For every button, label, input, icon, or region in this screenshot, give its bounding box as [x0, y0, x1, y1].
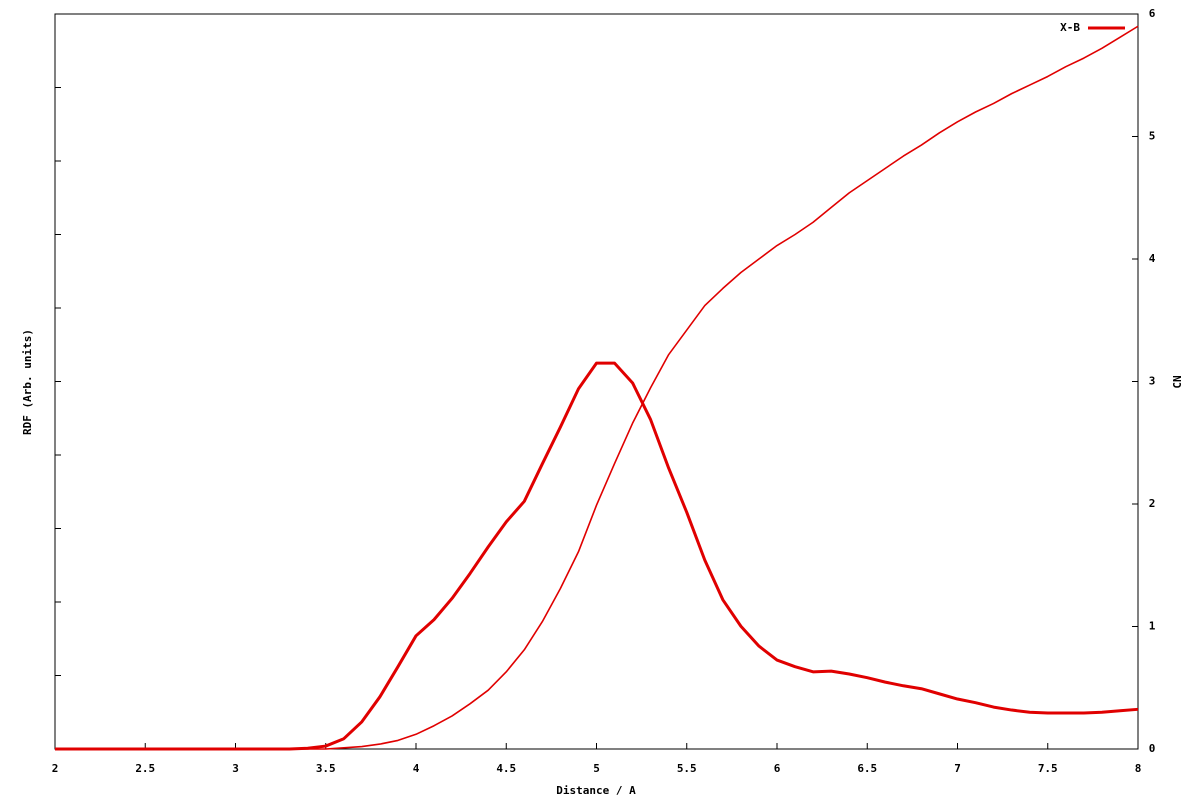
x-tick-label: 2.5 [135, 762, 155, 775]
x-tick-label: 2 [52, 762, 59, 775]
x-tick-label: 7 [954, 762, 961, 775]
x-tick-label: 7.5 [1038, 762, 1058, 775]
x-tick-label: 4.5 [496, 762, 516, 775]
y2-tick-label: 1 [1149, 620, 1156, 633]
x-tick-label: 5.5 [677, 762, 697, 775]
legend-label: X-B [1060, 21, 1080, 34]
y2-tick-label: 3 [1149, 375, 1156, 388]
x-tick-label: 6 [774, 762, 781, 775]
x-tick-label: 3.5 [316, 762, 336, 775]
y2-tick-label: 4 [1149, 252, 1156, 265]
y2-tick-label: 6 [1149, 7, 1156, 20]
x-tick-label: 3 [232, 762, 239, 775]
y-axis-label: RDF (Arb. units) [21, 329, 34, 435]
x-tick-label: 6.5 [857, 762, 877, 775]
plot-frame [54, 13, 1139, 750]
data-line [55, 361, 1139, 751]
y2-tick-label: 0 [1149, 742, 1156, 755]
x-tick-label: 4 [413, 762, 420, 775]
x-tick-label: 8 [1135, 762, 1142, 775]
x-axis-label: Distance / A [556, 784, 636, 797]
x-tick-label: 5 [593, 762, 600, 775]
y2-tick-label: 5 [1149, 130, 1156, 143]
y2-tick-label: 2 [1149, 497, 1156, 510]
y2-axis-label: CN [1171, 375, 1184, 388]
data-line [55, 25, 1139, 750]
